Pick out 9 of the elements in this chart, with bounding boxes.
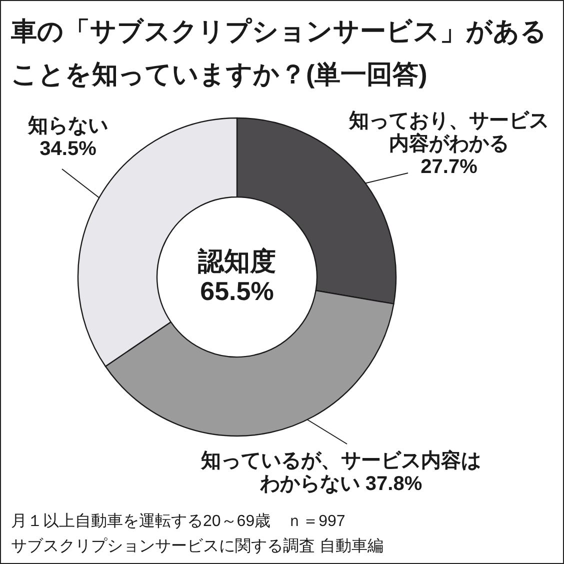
text: サブスクリプションサービスに関する調査 自動車編 — [11, 536, 384, 557]
data-label: 27.7% — [420, 156, 478, 178]
slice-label: 知らない — [28, 115, 108, 137]
text: 認知度 65.5% — [196, 246, 277, 307]
data-label: 34.5% — [40, 138, 96, 160]
text: 月１以上自動車を運転する20～69歳 ｎ＝997 — [11, 512, 346, 532]
chart-title: 車の「サブスクリプションサービス」があることを知っていますか？(単一回答) — [11, 15, 548, 91]
data-label: 37.8% — [365, 473, 422, 495]
slice-label: 知っており、サービス内容がわかる — [349, 110, 549, 155]
